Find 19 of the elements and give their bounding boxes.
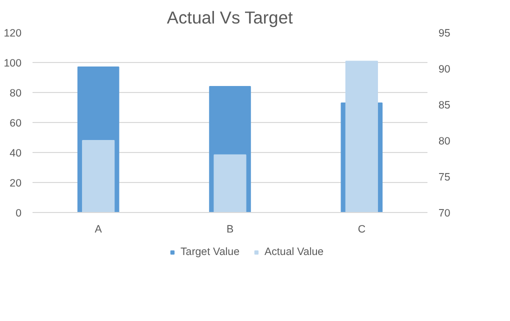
y-tick-label: 40 [10,148,22,160]
y-tick-label: 20 [10,178,22,190]
y2-tick-label: 90 [438,64,450,76]
chart-title: Actual Vs Target [166,8,293,28]
y-tick-label: 60 [10,118,22,130]
y-tick-label: 0 [16,208,22,220]
x-tick-label: C [358,224,366,236]
y2-tick-label: 85 [438,100,450,112]
y2-tick-label: 75 [438,172,450,184]
y2-tick-label: 95 [438,28,450,40]
y-tick-label: 80 [10,88,22,100]
y-tick-label: 100 [4,58,22,70]
legend-label: Actual Value [264,246,324,258]
x-tick-label: B [226,224,234,236]
y2-tick-label: 70 [438,208,450,220]
y-tick-label: 120 [4,28,22,40]
y2-tick-label: 80 [438,136,450,148]
legend-label: Target Value [180,246,240,258]
x-tick-label: A [94,224,103,236]
